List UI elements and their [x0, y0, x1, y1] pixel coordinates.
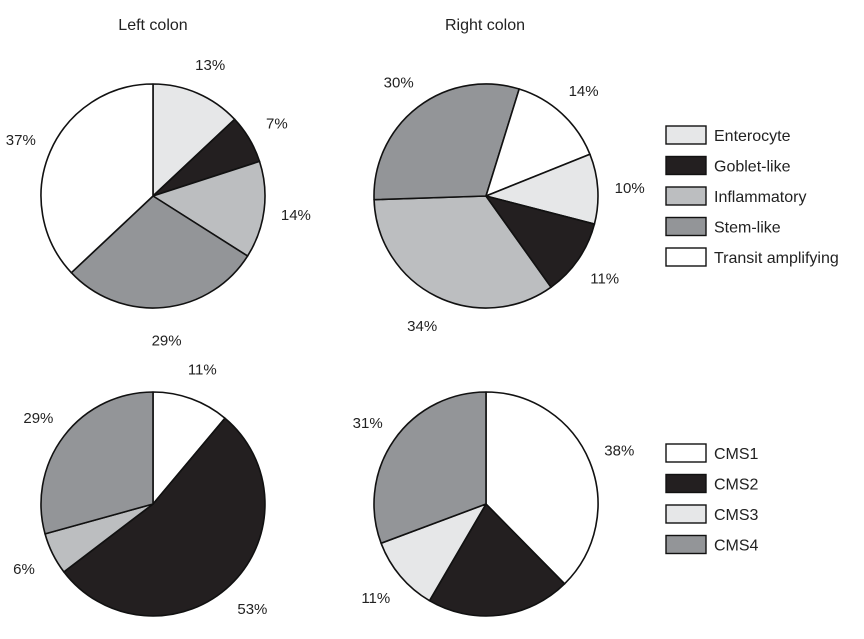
legend-swatch-inflammatory	[665, 186, 707, 206]
pie-right-colon-cms: 38%21%11%31%	[353, 391, 634, 617]
pie-slice-left-colon-cms-cms2	[63, 417, 266, 617]
legend-swatch-enterocyte	[665, 125, 707, 145]
pie-slice-left-colon-inflammatory	[152, 160, 266, 257]
pie-slice-right-colon-transit-amplifying	[485, 88, 591, 197]
pie-slice-right-colon-cms-cms3	[380, 503, 487, 602]
legend-swatch-cms3	[665, 504, 707, 524]
legend-label-enterocyte: Enterocyte	[714, 128, 791, 145]
legend-swatch-transit-amplifying	[665, 247, 707, 267]
pie-slice-right-colon-stem-like	[373, 83, 520, 201]
legend-cms: CMS1 CMS2 CMS3 CMS4	[665, 443, 759, 555]
legend-label-inflammatory: Inflammatory	[714, 189, 806, 206]
slice-label-left-colon-cms-cms4: 29%	[23, 410, 53, 427]
slice-label-right-colon-enterocyte: 10%	[615, 180, 645, 197]
pie-slice-right-colon-cms-cms4	[373, 391, 487, 545]
pie-slice-right-colon-enterocyte	[485, 153, 599, 225]
slice-label-left-colon-cms-cms3: 6%	[13, 561, 35, 578]
slice-label-right-colon-stem-like: 30%	[384, 75, 414, 92]
pie-slice-left-colon-enterocyte	[152, 83, 236, 197]
chart-title-left-colon: Left colon	[118, 17, 187, 34]
legend-label-stem-like: Stem-like	[714, 220, 781, 237]
pie-slice-left-colon-cms-cms1	[152, 391, 226, 505]
pie-slice-right-colon-goblet-like	[485, 195, 596, 288]
pie-left-colon-cell-types: 13% 7% 14% 29% 37%	[6, 57, 311, 350]
legend-label-cms1: CMS1	[714, 446, 759, 463]
slice-label-left-colon-transit-amplifying: 37%	[6, 132, 36, 149]
legend-swatch-cms2	[665, 473, 707, 494]
pie-slice-right-colon-inflammatory	[373, 195, 552, 309]
chart-title-right-colon: Right colon	[445, 17, 525, 34]
pie-slice-right-colon-cms-cms2	[428, 503, 566, 617]
slice-label-left-colon-inflammatory: 14%	[281, 207, 311, 224]
legend-swatch-goblet-like	[665, 155, 707, 176]
legend-label-cms4: CMS4	[714, 538, 759, 555]
pie-right-colon-cell-types: 34% 30% 14% 10% 11%	[373, 75, 645, 335]
slice-label-right-colon-cms-cms1: 38%	[604, 442, 634, 459]
legend-cell-types: Enterocyte Goblet-like Inflammatory Stem-li…	[665, 125, 839, 267]
legend-swatch-cms1	[665, 443, 707, 463]
pie-left-colon-cms: 11% 53% 6% 29%	[13, 362, 267, 619]
pie-slice-left-colon-transit-amplifying	[40, 83, 154, 274]
pie-slice-left-colon-stem-like	[70, 195, 249, 309]
legend-swatch-stem-like	[665, 216, 707, 237]
slice-label-left-colon-enterocyte: 13%	[195, 57, 225, 74]
slice-label-right-colon-inflammatory: 34%	[407, 318, 437, 335]
pie-slice-right-colon-cms-cms1	[485, 391, 599, 585]
slice-label-right-colon-transit-amplifying: 14%	[569, 83, 599, 100]
slice-label-left-colon-cms-cms2: 53%	[237, 601, 267, 618]
legend-swatch-cms4	[665, 534, 707, 555]
legend-label-transit-amplifying: Transit amplifying	[714, 250, 839, 267]
slice-label-right-colon-cms-cms4: 31%	[353, 415, 383, 432]
legend-label-cms3: CMS3	[714, 507, 759, 524]
pie-slice-left-colon-cms-cms4	[40, 391, 154, 535]
slice-label-left-colon-stem-like: 29%	[152, 332, 182, 349]
slice-label-left-colon-cms-cms1: 11%	[188, 362, 217, 379]
slice-label-right-colon-cms-cms3: 11%	[361, 590, 390, 607]
slice-label-right-colon-goblet-like: 11%	[590, 271, 619, 288]
legend-label-cms2: CMS2	[714, 477, 759, 494]
slice-label-left-colon-goblet-like: 7%	[266, 116, 288, 133]
legend-label-goblet-like: Goblet-like	[714, 159, 791, 176]
